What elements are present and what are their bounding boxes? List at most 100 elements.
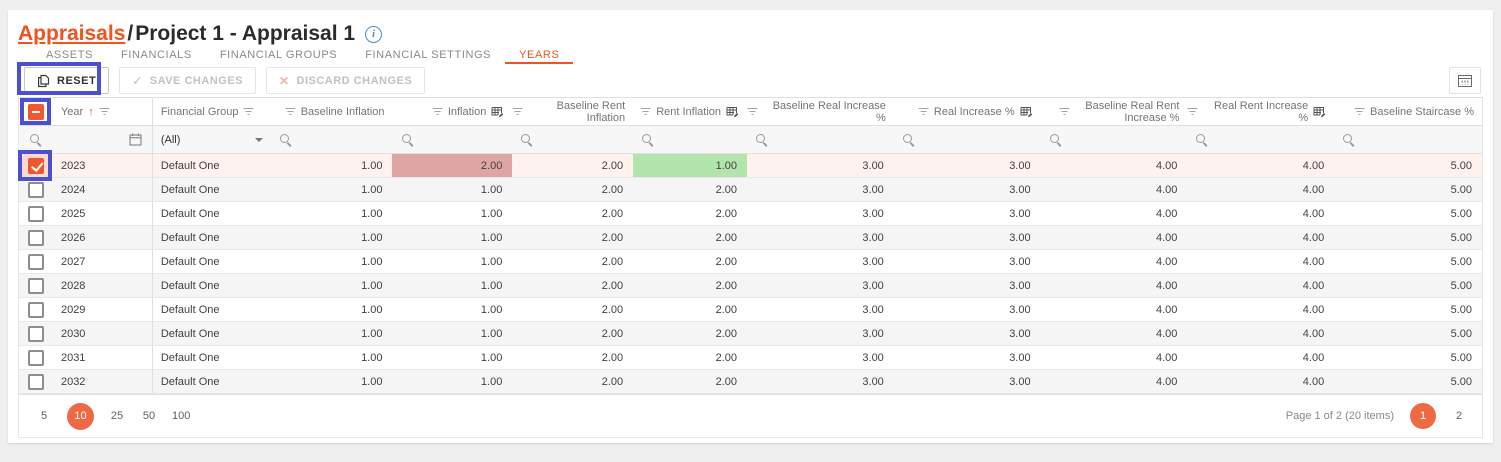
year-cell[interactable]: 2027 xyxy=(53,250,153,273)
grid-cell[interactable]: 4.00 xyxy=(1155,303,1178,316)
page-button-2[interactable]: 2 xyxy=(1455,410,1463,422)
grid-cell[interactable]: 3.00 xyxy=(862,303,884,316)
grid-cell[interactable]: 1.00 xyxy=(480,183,503,196)
grid-cell[interactable]: 1.00 xyxy=(480,279,503,292)
grid-cell[interactable]: 3.00 xyxy=(1009,327,1031,340)
year-filter-cell[interactable] xyxy=(19,126,153,153)
grid-cell[interactable]: 4.00 xyxy=(1155,231,1178,244)
year-cell[interactable]: 2023 xyxy=(53,154,153,177)
group-cell[interactable]: Default One xyxy=(160,375,220,388)
row-select-cell[interactable] xyxy=(19,154,53,177)
grid-cell[interactable]: 4.00 xyxy=(1155,255,1178,268)
tab-years[interactable]: YEARS xyxy=(505,49,573,64)
header-select-cell[interactable] xyxy=(19,98,53,125)
grid-cell[interactable]: 3.00 xyxy=(1009,159,1031,172)
info-icon[interactable]: i xyxy=(365,25,383,43)
tab-financial-groups[interactable]: FINANCIAL GROUPS xyxy=(219,49,338,61)
grid-cell[interactable]: 5.00 xyxy=(1450,351,1472,364)
grid-cell[interactable]: 2.00 xyxy=(715,327,738,340)
tab-financials[interactable]: FINANCIALS xyxy=(121,49,192,61)
column-header-baseline-staircase[interactable]: Baseline Staircase % xyxy=(1334,98,1482,125)
year-cell[interactable]: 2031 xyxy=(53,346,153,369)
grid-cell[interactable]: 1.00 xyxy=(361,183,383,196)
grid-cell[interactable]: 4.00 xyxy=(1302,255,1325,268)
grid-cell[interactable]: 5.00 xyxy=(1450,375,1472,388)
column-header-real-increase[interactable]: Real Increase % xyxy=(894,98,1041,125)
group-cell[interactable]: Default One xyxy=(160,327,220,340)
row-checkbox[interactable] xyxy=(27,157,44,174)
grid-cell[interactable]: 1.00 xyxy=(361,231,383,244)
grid-cell[interactable]: 3.00 xyxy=(1009,351,1031,364)
calendar-icon[interactable] xyxy=(129,133,142,146)
grid-cell[interactable]: 4.00 xyxy=(1302,159,1325,172)
grid-cell[interactable]: 2.00 xyxy=(601,183,624,196)
row-select-cell[interactable] xyxy=(19,178,53,201)
grid-cell[interactable]: 1.00 xyxy=(480,351,503,364)
column-header-baseline-real-rent-increase[interactable]: Baseline Real Rent Increase % xyxy=(1041,98,1188,125)
grid-cell[interactable]: 3.00 xyxy=(862,279,884,292)
grid-cell[interactable]: 2.00 xyxy=(715,183,738,196)
grid-cell[interactable]: 1.00 xyxy=(480,375,503,388)
grid-cell[interactable]: 1.00 xyxy=(480,231,503,244)
year-cell[interactable]: 2029 xyxy=(53,298,153,321)
grid-cell[interactable]: 3.00 xyxy=(1009,303,1031,316)
row-checkbox[interactable] xyxy=(27,181,44,198)
grid-cell[interactable]: 3.00 xyxy=(862,231,884,244)
row-select-cell[interactable] xyxy=(19,250,53,273)
grid-cell[interactable]: 3.00 xyxy=(1009,375,1031,388)
year-cell[interactable]: 2026 xyxy=(53,226,153,249)
grid-cell[interactable]: 3.00 xyxy=(1009,255,1031,268)
column-header-year[interactable]: Year ↑ xyxy=(53,98,153,125)
row-checkbox[interactable] xyxy=(27,253,44,270)
grid-cell[interactable]: 1.00 xyxy=(361,255,383,268)
grid-cell[interactable]: 2.00 xyxy=(601,375,624,388)
financial-group-filter-select[interactable]: (All) xyxy=(153,126,271,153)
grid-cell[interactable]: 4.00 xyxy=(1302,327,1325,340)
group-cell[interactable]: Default One xyxy=(160,351,220,364)
page-size-25[interactable]: 25 xyxy=(110,410,124,422)
grid-cell[interactable]: 3.00 xyxy=(1009,231,1031,244)
grid-cell[interactable]: 3.00 xyxy=(862,207,884,220)
grid-cell[interactable]: 3.00 xyxy=(1009,279,1031,292)
grid-cell[interactable]: 4.00 xyxy=(1155,375,1178,388)
grid-cell[interactable]: 2.00 xyxy=(715,231,738,244)
grid-cell[interactable]: 1.00 xyxy=(480,207,503,220)
grid-cell[interactable]: 1.00 xyxy=(480,327,503,340)
grid-cell[interactable]: 2.00 xyxy=(715,255,738,268)
grid-cell[interactable]: 4.00 xyxy=(1155,207,1178,220)
grid-cell[interactable]: 4.00 xyxy=(1302,303,1325,316)
column-chooser-button[interactable] xyxy=(1449,67,1481,94)
grid-cell[interactable]: 5.00 xyxy=(1450,279,1472,292)
group-cell[interactable]: Default One xyxy=(160,303,220,316)
grid-cell[interactable]: 5.00 xyxy=(1450,159,1472,172)
grid-cell[interactable]: 1.00 xyxy=(480,255,503,268)
filter-cell[interactable] xyxy=(271,126,393,153)
select-all-checkbox[interactable] xyxy=(27,103,44,120)
page-size-50[interactable]: 50 xyxy=(142,410,156,422)
row-checkbox[interactable] xyxy=(27,205,44,222)
year-cell[interactable]: 2028 xyxy=(53,274,153,297)
grid-cell[interactable]: 4.00 xyxy=(1302,279,1325,292)
row-select-cell[interactable] xyxy=(19,370,53,393)
filter-cell[interactable] xyxy=(1334,126,1482,153)
grid-cell[interactable]: 2.00 xyxy=(601,255,624,268)
column-header-baseline-inflation[interactable]: Baseline Inflation xyxy=(271,98,393,125)
row-checkbox[interactable] xyxy=(27,277,44,294)
group-cell[interactable]: Default One xyxy=(160,231,220,244)
row-checkbox[interactable] xyxy=(27,229,44,246)
grid-cell[interactable]: 2.00 xyxy=(715,207,738,220)
page-button-1[interactable]: 1 xyxy=(1410,403,1436,429)
grid-cell[interactable]: 2.00 xyxy=(715,351,738,364)
column-header-real-rent-increase[interactable]: Real Rent Increase % xyxy=(1187,98,1334,125)
year-cell[interactable]: 2024 xyxy=(53,178,153,201)
grid-cell[interactable]: 4.00 xyxy=(1155,183,1178,196)
grid-cell[interactable]: 4.00 xyxy=(1302,207,1325,220)
tab-assets[interactable]: ASSETS xyxy=(46,49,94,61)
grid-cell[interactable]: 3.00 xyxy=(862,375,884,388)
group-cell[interactable]: Default One xyxy=(160,159,220,172)
filter-cell[interactable] xyxy=(894,126,1041,153)
page-size-10[interactable]: 10 xyxy=(67,402,94,430)
grid-cell[interactable]: 3.00 xyxy=(862,183,884,196)
grid-cell[interactable]: 4.00 xyxy=(1302,183,1325,196)
tab-financial-settings[interactable]: FINANCIAL SETTINGS xyxy=(365,49,492,61)
